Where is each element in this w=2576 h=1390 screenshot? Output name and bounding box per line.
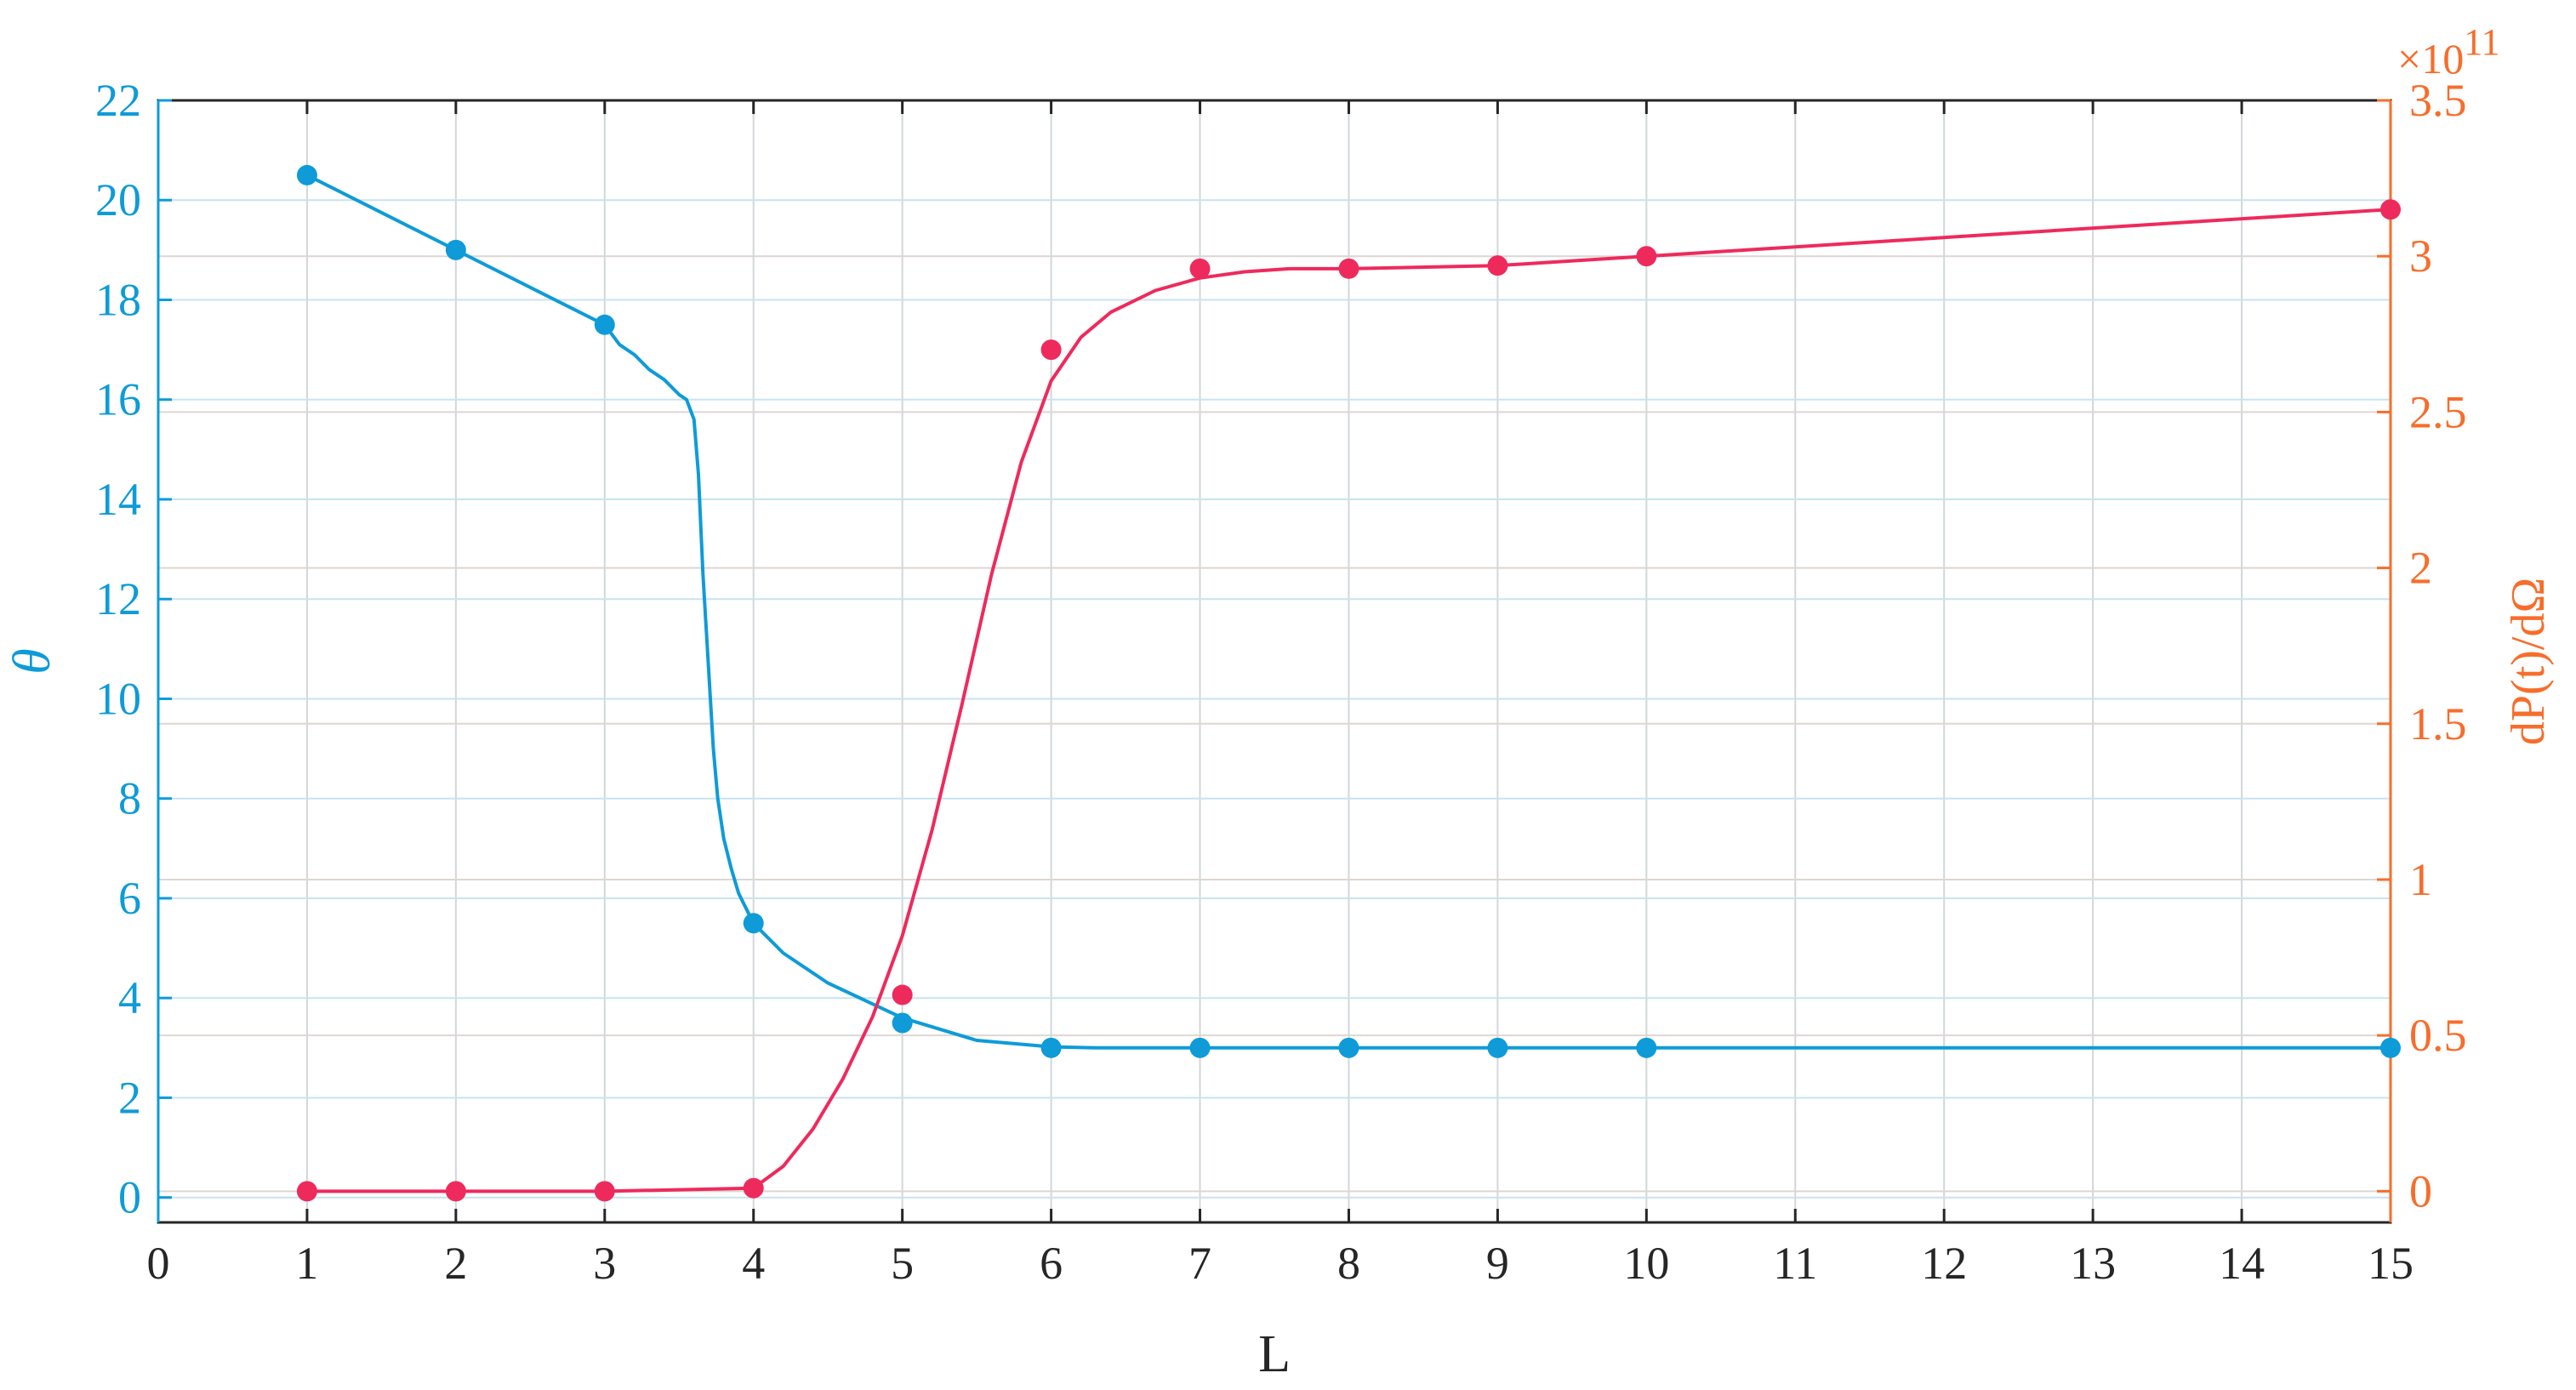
series-2-point bbox=[743, 1177, 764, 1199]
series-1-point bbox=[1189, 1037, 1211, 1058]
y-left-tick-label: 10 bbox=[95, 673, 141, 724]
right-axis-exponent: ×1011 bbox=[2397, 21, 2500, 83]
series-1-point bbox=[1636, 1037, 1657, 1058]
exponent-power: 11 bbox=[2464, 21, 2499, 63]
series-1-point bbox=[445, 239, 466, 260]
y-right-tick-label: 2 bbox=[2409, 543, 2432, 594]
series-2-point bbox=[1040, 339, 1062, 361]
x-tick-label: 0 bbox=[147, 1238, 170, 1289]
y-left-tick-label: 12 bbox=[95, 573, 141, 624]
series-1-point bbox=[892, 1012, 913, 1034]
y-right-tick-label: 3.5 bbox=[2409, 75, 2467, 126]
x-tick-label: 9 bbox=[1486, 1238, 1509, 1289]
y-left-tick-label: 14 bbox=[95, 474, 141, 525]
y-left-tick-label: 0 bbox=[118, 1172, 141, 1223]
y-left-tick-label: 2 bbox=[118, 1072, 141, 1123]
series-2-point bbox=[1189, 258, 1211, 279]
x-tick-label: 1 bbox=[295, 1238, 318, 1289]
y-left-tick-label: 20 bbox=[95, 174, 141, 225]
y-right-tick-label: 3 bbox=[2409, 231, 2432, 282]
series-2-point bbox=[1487, 255, 1508, 276]
x-tick-label: 10 bbox=[1623, 1238, 1669, 1289]
grid bbox=[157, 100, 2391, 1222]
x-tick-label: 8 bbox=[1337, 1238, 1360, 1289]
x-tick-label: 3 bbox=[593, 1238, 616, 1289]
series-2-point bbox=[1338, 258, 1359, 279]
y-right-tick-label: 0.5 bbox=[2409, 1010, 2467, 1061]
y-left-tick-label: 8 bbox=[118, 773, 141, 824]
series-2-line bbox=[306, 208, 2391, 1193]
series-1-point bbox=[743, 913, 764, 934]
x-tick-label: 12 bbox=[1921, 1238, 1967, 1289]
series-1-point bbox=[1487, 1037, 1508, 1058]
x-tick-label: 13 bbox=[2070, 1238, 2116, 1289]
series-2-point bbox=[892, 984, 913, 1005]
y-right-axis-label: dP(t)/dΩ bbox=[2502, 578, 2555, 745]
series-2-point bbox=[1636, 246, 1657, 267]
y-left-tick-label: 6 bbox=[118, 873, 141, 924]
y-left-axis-ticks: 0 2 4 6 8 10 12 14 16 18 20 22 bbox=[95, 75, 172, 1223]
y-right-tick-label: 1 bbox=[2409, 854, 2432, 905]
y-left-tick-label: 16 bbox=[95, 374, 141, 425]
x-tick-label: 14 bbox=[2219, 1238, 2265, 1289]
series-1-point bbox=[1040, 1037, 1062, 1058]
y-left-axis-label: θ bbox=[3, 648, 61, 674]
y-right-tick-label: 1.5 bbox=[2409, 698, 2467, 749]
x-tick-label: 4 bbox=[742, 1238, 765, 1289]
series-1-point bbox=[2380, 1037, 2401, 1058]
exponent-base: ×10 bbox=[2397, 35, 2464, 83]
x-axis-label: L bbox=[1258, 1325, 1291, 1383]
x-axis-ticks: 0 1 2 3 4 5 6 7 8 9 10 11 12 13 14 15 bbox=[147, 100, 2414, 1289]
series-group bbox=[296, 164, 2401, 1202]
x-tick-label: 5 bbox=[891, 1238, 914, 1289]
y-left-tick-label: 18 bbox=[95, 274, 141, 325]
y-left-tick-label: 4 bbox=[118, 972, 141, 1023]
y-left-tick-label: 22 bbox=[95, 75, 141, 126]
series-2-point bbox=[594, 1181, 615, 1202]
series-1-line bbox=[306, 174, 2391, 1050]
x-tick-label: 15 bbox=[2368, 1238, 2414, 1289]
series-2-point bbox=[2380, 199, 2401, 220]
y-right-tick-label: 2.5 bbox=[2409, 386, 2467, 437]
series-1-point bbox=[296, 164, 317, 185]
series-2-point bbox=[445, 1181, 466, 1202]
series-2-point bbox=[296, 1181, 317, 1202]
x-tick-label: 2 bbox=[444, 1238, 467, 1289]
x-tick-label: 6 bbox=[1040, 1238, 1063, 1289]
y-right-axis-ticks: 0 0.5 1 1.5 2 2.5 3 3.5 bbox=[2377, 75, 2467, 1222]
x-tick-label: 11 bbox=[1773, 1238, 1817, 1289]
series-1-point bbox=[1338, 1037, 1359, 1058]
x-tick-label: 7 bbox=[1188, 1238, 1211, 1289]
series-1-point bbox=[594, 314, 615, 335]
y-right-tick-label: 0 bbox=[2409, 1165, 2432, 1216]
